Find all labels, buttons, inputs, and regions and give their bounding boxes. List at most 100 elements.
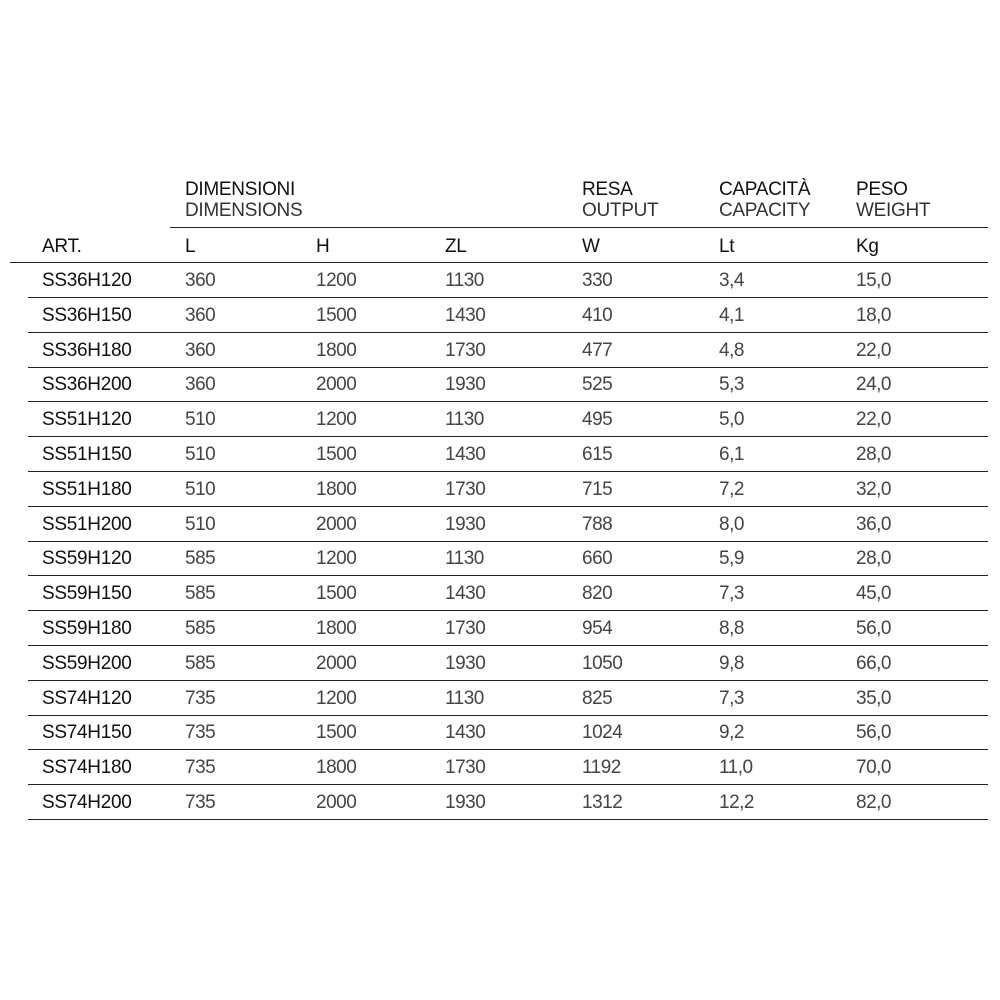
cell-w: 820 <box>582 583 613 605</box>
cell-zl: 1730 <box>445 618 486 639</box>
group-header-dimensions-en: DIMENSIONS <box>185 200 303 221</box>
cell-h: 1200 <box>316 548 357 570</box>
cell-h: 1200 <box>316 687 357 709</box>
cell-art: SS74H120 <box>42 687 132 709</box>
group-header-output-it: RESA <box>582 179 633 200</box>
cell-kg: 70,0 <box>856 757 891 779</box>
cell-h: 2000 <box>316 513 357 535</box>
cell-l: 585 <box>185 618 216 639</box>
cell-l: 360 <box>185 304 216 326</box>
column-header-art: ART. <box>42 236 82 257</box>
cell-zl: 1430 <box>445 444 486 465</box>
cell-w: 615 <box>582 444 613 465</box>
cell-art: SS59H120 <box>42 548 132 570</box>
group-header-capacity-it: CAPACITÀ <box>719 179 811 200</box>
row-divider <box>28 331 988 333</box>
cell-w: 477 <box>582 339 613 361</box>
cell-kg: 35,0 <box>856 687 891 709</box>
cell-l: 360 <box>185 270 216 291</box>
cell-h: 1500 <box>316 444 357 465</box>
cell-w: 715 <box>582 478 613 500</box>
cell-h: 1800 <box>316 478 357 500</box>
row-divider <box>28 610 988 612</box>
cell-lt: 7,3 <box>719 687 744 709</box>
cell-art: SS51H150 <box>42 444 132 465</box>
cell-w: 1050 <box>582 652 623 674</box>
cell-zl: 1430 <box>445 304 486 326</box>
cell-kg: 32,0 <box>856 478 891 500</box>
cell-art: SS36H120 <box>42 270 132 291</box>
cell-h: 1200 <box>316 409 357 431</box>
row-divider <box>28 575 988 577</box>
column-header-divider <box>10 262 988 263</box>
cell-kg: 22,0 <box>856 339 891 361</box>
cell-lt: 12,2 <box>719 792 754 813</box>
cell-zl: 1930 <box>445 513 486 535</box>
cell-kg: 82,0 <box>856 792 891 813</box>
cell-zl: 1430 <box>445 583 486 605</box>
cell-l: 360 <box>185 339 216 361</box>
row-divider <box>28 401 988 403</box>
row-divider <box>28 819 988 820</box>
cell-art: SS59H180 <box>42 618 132 639</box>
cell-h: 1500 <box>316 304 357 326</box>
cell-zl: 1430 <box>445 722 486 744</box>
cell-kg: 66,0 <box>856 652 891 674</box>
cell-kg: 28,0 <box>856 444 891 465</box>
cell-h: 2000 <box>316 792 357 813</box>
cell-lt: 4,8 <box>719 339 744 361</box>
cell-art: SS74H200 <box>42 792 132 813</box>
cell-w: 330 <box>582 270 613 291</box>
cell-w: 1192 <box>582 757 621 779</box>
row-divider <box>28 436 988 438</box>
cell-w: 788 <box>582 513 613 535</box>
cell-art: SS74H150 <box>42 722 132 744</box>
cell-lt: 8,8 <box>719 618 744 639</box>
cell-art: SS59H200 <box>42 652 132 674</box>
cell-l: 585 <box>185 548 216 570</box>
row-divider <box>28 505 988 507</box>
cell-kg: 36,0 <box>856 513 891 535</box>
cell-art: SS74H180 <box>42 757 132 779</box>
cell-w: 825 <box>582 687 613 709</box>
cell-l: 585 <box>185 583 216 605</box>
cell-kg: 22,0 <box>856 409 891 431</box>
cell-kg: 45,0 <box>856 583 891 605</box>
cell-l: 510 <box>185 478 216 500</box>
cell-lt: 6,1 <box>719 444 744 465</box>
row-divider <box>28 784 988 786</box>
cell-lt: 4,1 <box>719 304 744 326</box>
cell-zl: 1130 <box>445 548 484 570</box>
cell-kg: 56,0 <box>856 722 891 744</box>
row-divider <box>28 540 988 542</box>
row-divider <box>28 297 988 298</box>
row-divider <box>28 471 988 472</box>
row-divider <box>28 366 988 368</box>
cell-kg: 15,0 <box>856 270 891 291</box>
cell-lt: 8,0 <box>719 513 744 535</box>
cell-zl: 1730 <box>445 339 486 361</box>
cell-w: 495 <box>582 409 613 431</box>
column-header-lt: Lt <box>719 236 735 257</box>
cell-h: 2000 <box>316 374 357 396</box>
cell-lt: 9,2 <box>719 722 744 744</box>
cell-art: SS59H150 <box>42 583 132 605</box>
cell-l: 735 <box>185 687 216 709</box>
group-header-weight-it: PESO <box>856 179 908 200</box>
cell-kg: 18,0 <box>856 304 891 326</box>
cell-zl: 1930 <box>445 652 486 674</box>
cell-lt: 3,4 <box>719 270 744 291</box>
cell-h: 1200 <box>316 270 357 291</box>
cell-lt: 7,2 <box>719 478 744 500</box>
cell-art: SS36H150 <box>42 304 132 326</box>
cell-art: SS51H200 <box>42 513 132 535</box>
row-divider <box>28 749 988 751</box>
cell-zl: 1730 <box>445 478 486 500</box>
row-divider <box>28 679 988 681</box>
cell-lt: 7,3 <box>719 583 744 605</box>
cell-h: 1500 <box>316 722 357 744</box>
group-header-dimensions-it: DIMENSIONI <box>185 179 295 200</box>
cell-art: SS51H180 <box>42 478 132 500</box>
cell-zl: 1130 <box>445 409 484 431</box>
group-header-capacity-en: CAPACITY <box>719 200 811 221</box>
